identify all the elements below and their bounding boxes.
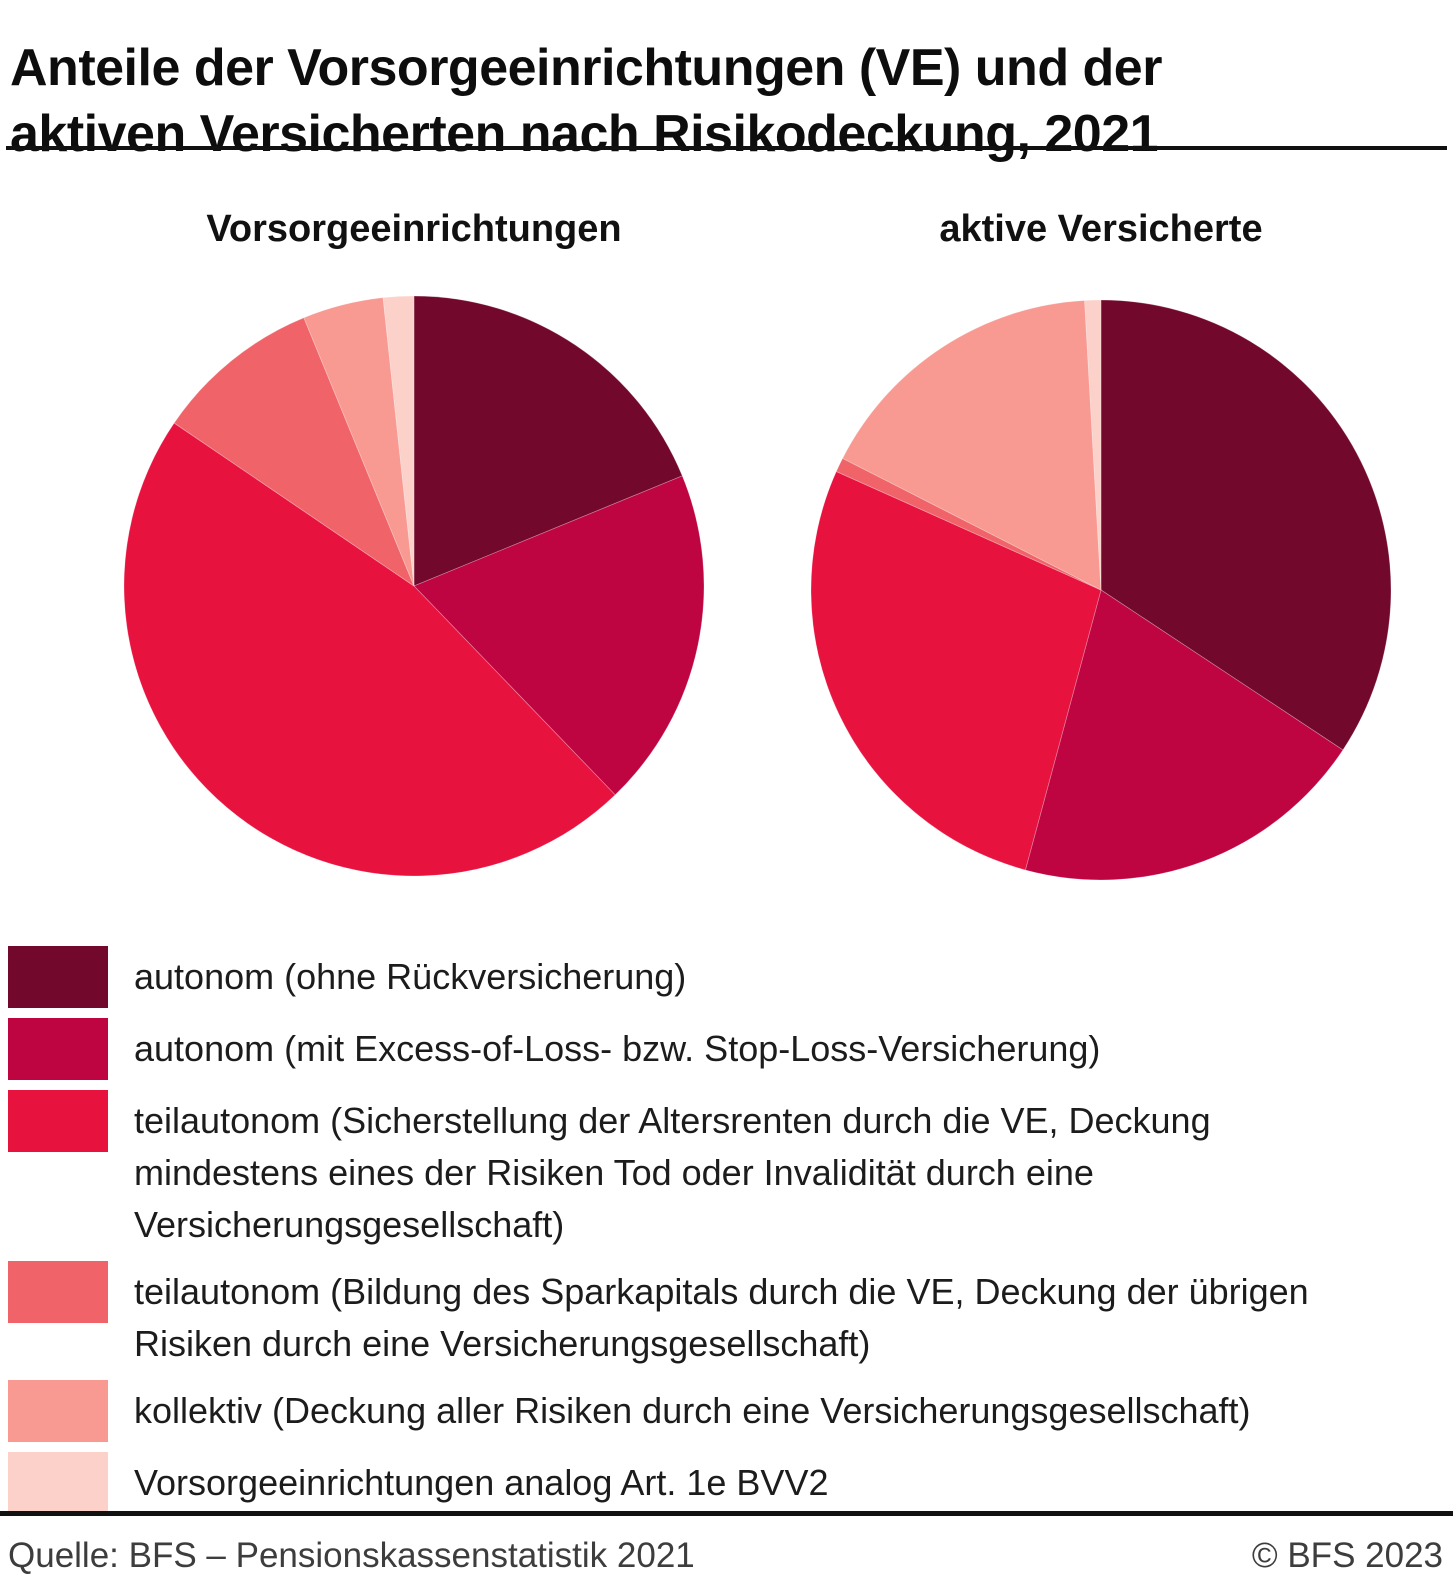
pie-slice-3: [173, 317, 415, 588]
title-divider: [6, 146, 1447, 150]
legend-label-kollektiv: kollektiv (Deckung aller Risiken durch e…: [134, 1390, 1251, 1431]
pie-slice-3: [835, 457, 1102, 591]
legend-row: autonom (mit Excess-of-Loss- bzw. Stop-L…: [8, 1018, 1438, 1080]
pie-slice-2: [124, 422, 616, 876]
footer-divider: [0, 1511, 1453, 1516]
legend-label-autonom-ohne: autonom (ohne Rückversicherung): [134, 956, 687, 997]
legend: autonom (ohne Rückversicherung) autonom …: [8, 946, 1438, 1514]
legend-row: autonom (ohne Rückversicherung): [8, 946, 1438, 1008]
legend-swatch-art-1e-bvv2: [8, 1452, 108, 1514]
legend-swatch-teilautonom-sicherstellung: [8, 1090, 108, 1152]
pie-svg-vorsorgeeinrichtungen: [124, 296, 704, 876]
pie-chart-aktive-versicherte: [811, 300, 1391, 880]
pie-slice-5: [1084, 300, 1102, 591]
pie-slice-1: [1024, 589, 1344, 880]
pie-slice-0: [1100, 300, 1391, 751]
legend-row: teilautonom (Bildung des Sparkapitals du…: [8, 1261, 1438, 1370]
pie-slice-0: [413, 296, 683, 587]
pie-chart-vorsorgeeinrichtungen: [124, 296, 704, 876]
legend-swatch-autonom-ohne: [8, 946, 108, 1008]
legend-swatch-kollektiv: [8, 1380, 108, 1442]
pie-title-vorsorgeeinrichtungen: Vorsorgeeinrichtungen: [206, 208, 622, 250]
page-title: Anteile der Vorsorgeeinrichtungen (VE) u…: [10, 38, 1162, 164]
legend-row: teilautonom (Sicherstellung der Altersre…: [8, 1090, 1438, 1251]
pie-slice-1: [413, 475, 704, 796]
pie-title-aktive-versicherte: aktive Versicherte: [939, 208, 1263, 250]
pie-slice-5: [382, 296, 415, 587]
pie-svg-aktive-versicherte: [811, 300, 1391, 880]
legend-label-teilautonom-bildung: teilautonom (Bildung des Sparkapitals du…: [134, 1271, 1309, 1364]
source-text: Quelle: BFS – Pensionskassenstatistik 20…: [8, 1536, 695, 1575]
legend-swatch-autonom-mit: [8, 1018, 108, 1080]
pie-slice-4: [303, 297, 415, 587]
legend-swatch-teilautonom-bildung: [8, 1261, 108, 1323]
copyright-text: © BFS 2023: [1251, 1536, 1443, 1575]
legend-label-autonom-mit: autonom (mit Excess-of-Loss- bzw. Stop-L…: [134, 1028, 1101, 1069]
legend-label-art-1e-bvv2: Vorsorgeeinrichtungen analog Art. 1e BVV…: [134, 1462, 829, 1503]
pie-slice-2: [811, 470, 1102, 871]
pie-slice-4: [842, 300, 1102, 591]
legend-label-teilautonom-sicherstellung: teilautonom (Sicherstellung der Altersre…: [134, 1100, 1211, 1245]
legend-row: kollektiv (Deckung aller Risiken durch e…: [8, 1380, 1438, 1442]
footer: Quelle: BFS – Pensionskassenstatistik 20…: [8, 1536, 1443, 1576]
legend-row: Vorsorgeeinrichtungen analog Art. 1e BVV…: [8, 1452, 1438, 1514]
